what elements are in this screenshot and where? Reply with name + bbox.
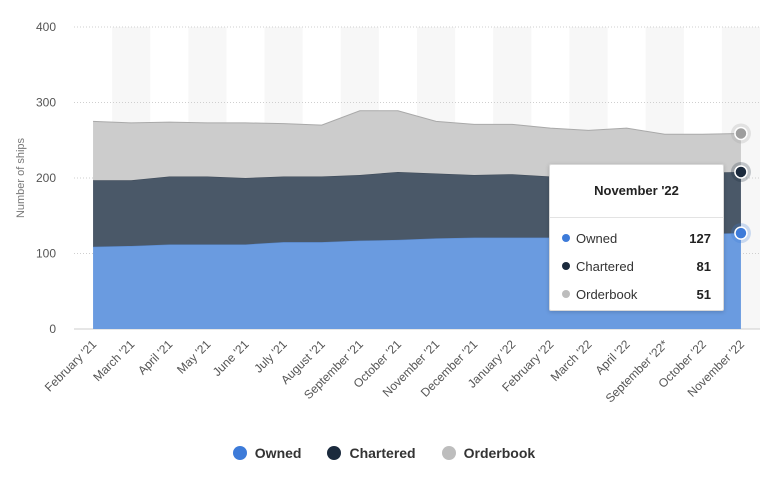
legend-label: Orderbook [463,445,536,461]
tooltip-divider [550,217,723,218]
legend-label: Chartered [349,445,416,461]
y-tick-label: 0 [49,322,56,336]
chartered-dot-icon [562,262,570,270]
point-chartered [734,165,748,179]
orderbook-dot-icon [562,290,570,298]
tooltip-row-value: 127 [689,230,711,246]
tooltip-row-label: Owned [576,230,618,246]
point-owned [734,226,748,240]
point-orderbook [734,126,748,141]
legend-item-chartered[interactable]: Chartered [327,445,416,461]
highlight-points [730,123,751,244]
tooltip-row-orderbook: Orderbook 51 [562,285,711,303]
tooltip-title: November '22 [594,183,679,198]
y-tick-label: 300 [36,96,56,110]
x-tick-label: June '21 [210,337,252,379]
tooltip-row-value: 81 [696,258,711,274]
area-orderbook [93,110,741,181]
y-axis-ticks: 0 100 200 300 400 [36,20,56,336]
tooltip-row-value: 51 [696,286,711,302]
x-tick-label: April '21 [135,337,176,378]
owned-dot-icon [232,446,247,460]
y-axis-label: Number of ships [15,137,27,218]
tooltip-row-label: Chartered [576,258,634,274]
tooltip: November '22 Owned 127 Chartered 81 Orde… [549,164,724,311]
x-tick-label: March '22 [548,337,595,384]
chartered-dot-icon [327,446,342,460]
tooltip-row-owned: Owned 127 [562,229,711,247]
line-orderbook [93,110,741,135]
y-tick-label: 200 [36,171,56,185]
x-tick-label: March '21 [90,337,137,384]
y-tick-label: 400 [36,20,56,34]
x-tick-label: May '21 [174,337,214,377]
legend-item-owned[interactable]: Owned [232,445,302,461]
tooltip-row-label: Orderbook [576,286,638,302]
orderbook-dot-icon [441,446,456,460]
tooltip-row-chartered: Chartered 81 [562,257,711,275]
owned-dot-icon [562,234,570,242]
y-tick-label: 100 [36,247,56,261]
chart-legend: Owned Chartered Orderbook [0,440,768,466]
legend-item-orderbook[interactable]: Orderbook [441,445,536,461]
x-tick-label: February '21 [42,337,99,394]
legend-label: Owned [254,445,302,461]
